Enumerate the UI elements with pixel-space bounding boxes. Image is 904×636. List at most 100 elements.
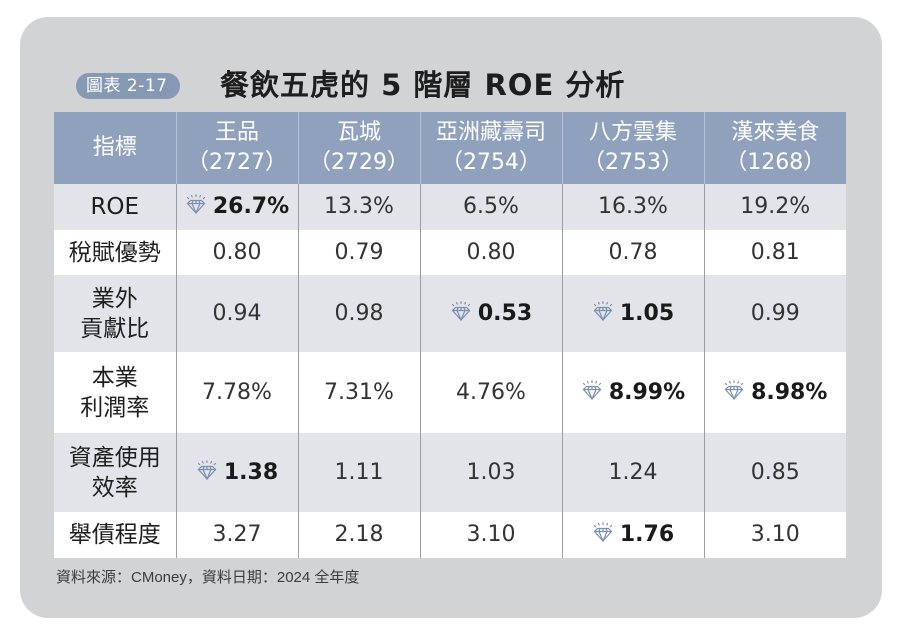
highlighted-value: 1.05 <box>619 300 675 326</box>
company-name: 漢來美食 <box>731 120 820 145</box>
value-cell: 3.10 <box>420 512 563 558</box>
value: 1.24 <box>608 459 658 485</box>
value: 0.99 <box>750 300 800 326</box>
value: 6.5% <box>463 194 519 219</box>
table-row: ROE 26.7% 13.3% 6.5% 16.3% 19.2% <box>54 184 846 230</box>
value-cell: 8.98% <box>704 352 846 433</box>
value: 3.27 <box>212 522 262 547</box>
roe-analysis-table: 指標 王品 （2727） 瓦城 （2729） 亞洲藏壽司 （2754） 八方雲集 （27… <box>54 112 846 558</box>
value: 3.10 <box>466 522 516 547</box>
value-cell: 13.3% <box>298 184 421 230</box>
value: 13.3% <box>324 194 394 219</box>
metric-label: 資產使用 效率 <box>54 433 177 512</box>
value-cell: 26.7% <box>176 184 299 230</box>
value-cell: 0.85 <box>704 433 846 512</box>
value-cell: 7.31% <box>298 352 421 433</box>
metric-label: 舉債程度 <box>54 512 177 558</box>
header-company: 漢來美食 （1268） <box>704 112 846 184</box>
value: 2.18 <box>334 522 384 547</box>
value: 1.11 <box>334 459 384 485</box>
value: 0.81 <box>750 239 800 265</box>
company-code: （1268） <box>725 150 826 175</box>
diamond-icon <box>592 300 614 322</box>
table-header-row: 指標 王品 （2727） 瓦城 （2729） 亞洲藏壽司 （2754） 八方雲集 （27… <box>54 112 846 184</box>
header-company: 亞洲藏壽司 （2754） <box>420 112 563 184</box>
company-code: （2727） <box>187 150 287 175</box>
company-code: （2729） <box>309 150 409 175</box>
value-cell: 2.18 <box>298 512 421 558</box>
value-cell: 3.10 <box>704 512 846 558</box>
value: 0.78 <box>608 239 658 265</box>
highlighted-value: 8.99% <box>608 379 686 405</box>
value: 4.76% <box>456 379 526 405</box>
value-cell: 7.78% <box>176 352 299 433</box>
value-cell: 0.53 <box>420 275 563 352</box>
value: 0.80 <box>212 239 262 265</box>
table-row: 資產使用 效率 1.38 1.11 1.03 1.24 0.85 <box>54 433 846 512</box>
value: 0.98 <box>334 300 384 326</box>
diamond-icon <box>185 193 207 215</box>
table-row: 業外 貢獻比 0.94 0.98 0.53 1.05 0.99 <box>54 275 846 352</box>
value-cell: 8.99% <box>562 352 705 433</box>
header-metric: 指標 <box>54 112 177 184</box>
value-cell: 0.99 <box>704 275 846 352</box>
value-cell: 6.5% <box>420 184 563 230</box>
value: 0.79 <box>334 239 384 265</box>
value: 0.94 <box>212 300 262 326</box>
company-name: 八方雲集 <box>588 120 677 145</box>
diamond-icon <box>592 521 614 543</box>
value-cell: 3.27 <box>176 512 299 558</box>
metric-label: ROE <box>54 184 177 230</box>
value-cell: 1.03 <box>420 433 563 512</box>
highlighted-value: 0.53 <box>477 300 533 326</box>
highlighted-value: 1.38 <box>223 459 279 485</box>
value: 7.31% <box>324 379 394 405</box>
company-code: （2754） <box>441 150 541 175</box>
metric-label: 稅賦優勢 <box>54 230 177 275</box>
value: 3.10 <box>750 522 800 547</box>
value-cell: 0.78 <box>562 230 705 275</box>
value-cell: 0.80 <box>420 230 563 275</box>
value: 1.03 <box>466 459 516 485</box>
value-cell: 1.11 <box>298 433 421 512</box>
value-cell: 1.76 <box>562 512 705 558</box>
value-cell: 0.94 <box>176 275 299 352</box>
value-cell: 16.3% <box>562 184 705 230</box>
diamond-icon <box>196 459 218 481</box>
diamond-icon <box>450 300 472 322</box>
value-cell: 0.80 <box>176 230 299 275</box>
value: 16.3% <box>598 194 668 219</box>
metric-label: 業外 貢獻比 <box>54 275 177 352</box>
value-cell: 0.81 <box>704 230 846 275</box>
table-row: 舉債程度 3.27 2.18 3.10 1.76 3.10 <box>54 512 846 558</box>
value-cell: 1.05 <box>562 275 705 352</box>
highlighted-value: 1.76 <box>619 522 675 547</box>
table-row: 本業 利潤率 7.78% 7.31% 4.76% 8.99% 8.98% <box>54 352 846 433</box>
highlighted-value: 8.98% <box>751 379 828 405</box>
value-cell: 1.24 <box>562 433 705 512</box>
value-cell: 4.76% <box>420 352 563 433</box>
value: 19.2% <box>740 194 811 219</box>
header-company: 王品 （2727） <box>176 112 299 184</box>
source-note: 資料來源：CMoney，資料日期：2024 全年度 <box>56 569 360 586</box>
value-cell: 0.98 <box>298 275 421 352</box>
header-company: 八方雲集 （2753） <box>562 112 705 184</box>
value: 7.78% <box>202 379 272 405</box>
figure-number-badge: 圖表 2-17 <box>76 73 180 99</box>
highlighted-value: 26.7% <box>212 194 290 219</box>
value-cell: 0.79 <box>298 230 421 275</box>
value-cell: 1.38 <box>176 433 299 512</box>
value: 0.80 <box>466 239 516 265</box>
value: 0.85 <box>750 459 800 485</box>
company-name: 亞洲藏壽司 <box>435 120 546 145</box>
figure-title: 餐飲五虎的 5 階層 ROE 分析 <box>220 68 626 102</box>
company-name: 王品 <box>214 120 259 145</box>
metric-label: 本業 利潤率 <box>54 352 177 433</box>
diamond-icon <box>723 379 745 401</box>
diamond-icon <box>581 379 603 401</box>
company-code: （2753） <box>583 150 683 175</box>
value-cell: 19.2% <box>704 184 846 230</box>
header-company: 瓦城 （2729） <box>298 112 421 184</box>
table-row: 稅賦優勢 0.80 0.79 0.80 0.78 0.81 <box>54 230 846 275</box>
company-name: 瓦城 <box>336 120 381 145</box>
